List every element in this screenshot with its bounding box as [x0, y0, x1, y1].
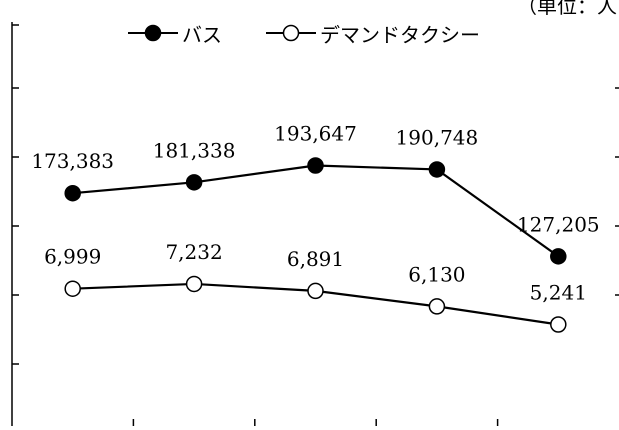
series-0: 173,383 181,338 193,647 190,748 127,205 [31, 122, 600, 265]
legend-item-bus: バス [128, 19, 222, 48]
data-label: 7,232 [165, 240, 222, 264]
data-label: 6,999 [44, 245, 101, 269]
data-point [64, 280, 81, 297]
data-label: 127,205 [517, 212, 600, 236]
data-label: 5,241 [530, 281, 587, 305]
series-line [72, 164, 559, 258]
data-point [307, 157, 324, 174]
legend-item-demand-taxi: デマンドタクシー [266, 19, 480, 48]
legend-label-bus: バス [182, 22, 222, 47]
data-point [185, 174, 203, 191]
data-label: 193,647 [274, 122, 357, 146]
data-label: 190,748 [396, 125, 479, 149]
plot-area: 173,383 181,338 193,647 190,748 127,205 6,999… [31, 122, 600, 333]
legend-label-demand-taxi: デマンドタクシー [320, 22, 480, 47]
data-point [185, 275, 203, 293]
legend-filled-circle-marker-icon [128, 24, 178, 42]
data-point [550, 248, 567, 265]
data-point [428, 298, 446, 315]
data-point [307, 282, 324, 300]
legend-open-circle-marker-icon [266, 24, 316, 42]
data-point [64, 184, 81, 202]
data-label: 6,130 [408, 262, 465, 286]
unit-label: （単位：人 [517, 0, 617, 18]
chart-axes [11, 22, 619, 426]
data-point [550, 316, 567, 333]
data-label: 6,891 [287, 247, 344, 271]
data-label: 173,383 [31, 149, 114, 173]
data-point [428, 161, 446, 178]
series-1: 6,999 7,232 6,891 6,130 5,241 [44, 240, 587, 333]
legend: バス デマンドタクシー [128, 18, 480, 48]
data-label: 181,338 [153, 138, 236, 162]
